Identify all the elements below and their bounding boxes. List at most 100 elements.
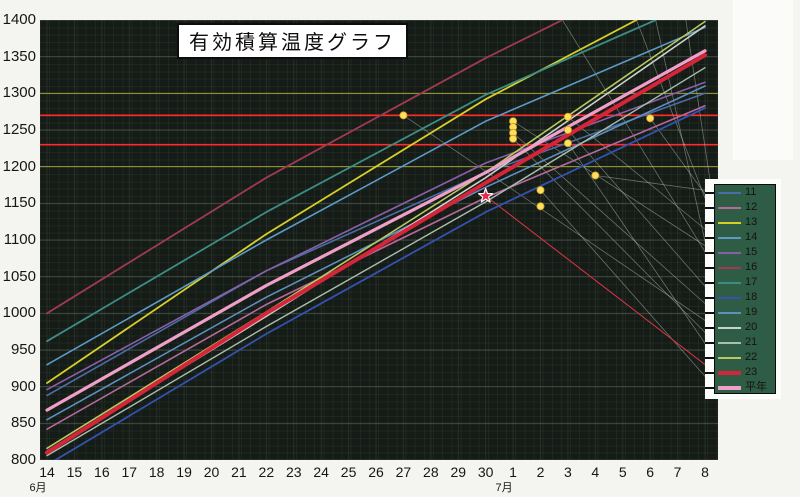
legend-color-sample: [718, 206, 741, 209]
legend-label: 20: [745, 321, 758, 333]
legend-label: 17: [745, 276, 758, 288]
legend-item-15: 15: [705, 245, 775, 260]
legend-label: 23: [745, 366, 758, 378]
legend-item-13: 13: [705, 215, 775, 230]
x-tick-label: 28: [423, 464, 439, 480]
data-point-dot: [399, 111, 408, 120]
x-tick-label: 5: [618, 464, 627, 480]
legend-item-18: 18: [705, 290, 775, 305]
legend-connector: [705, 251, 715, 254]
data-point-dot: [591, 171, 600, 180]
series-line-14: [46, 26, 706, 366]
y-tick-label: 1050: [2, 267, 36, 285]
y-tick-label: 1300: [2, 84, 36, 102]
legend-connector: [705, 356, 715, 359]
leader-line: [636, 20, 715, 222]
legend-color-sample: [718, 221, 741, 224]
leader-line: [595, 175, 715, 192]
legend-connector: [705, 311, 715, 314]
x-tick-label: 8: [701, 464, 709, 480]
y-tick-label: 1200: [2, 157, 36, 175]
legend-color-sample: [718, 251, 741, 254]
legend-color-sample: [718, 191, 741, 194]
y-tick-label: 900: [10, 377, 36, 395]
current-position-star: [477, 187, 494, 203]
legend-connector: [705, 296, 715, 299]
x-tick-label: 23: [285, 464, 302, 480]
series-line-21: [46, 67, 706, 457]
legend-connector: [705, 281, 715, 284]
legend-label: 19: [745, 306, 758, 318]
legend-label: 15: [745, 246, 758, 258]
series-line-23: [45, 53, 707, 455]
legend-color-sample: [718, 311, 741, 314]
legend-label: 11: [745, 186, 757, 198]
series-line-16: [46, 20, 564, 315]
x-tick-label: 22: [258, 464, 275, 480]
data-point-dot: [563, 112, 572, 121]
legend-color-sample: [718, 326, 741, 329]
series-line-平年: [45, 49, 707, 412]
series-line-15: [46, 81, 706, 391]
leader-line: [403, 115, 715, 327]
legend-label: 21: [745, 336, 758, 348]
x-tick-label: 21: [231, 464, 247, 480]
legend: 11 12 13 14 15 16 17 18 19 20 21 22 23 平年: [705, 184, 776, 395]
legend-item-23: 23: [705, 365, 775, 380]
legend-connector: [705, 326, 715, 329]
x-tick-label: 18: [148, 464, 165, 480]
legend-label: 16: [745, 261, 758, 273]
legend-item-11: 11: [705, 185, 775, 200]
x-tick-label: 19: [176, 464, 192, 480]
legend-item-12: 12: [705, 200, 775, 215]
legend-label: 平年: [745, 381, 767, 393]
series-line-18: [53, 107, 706, 460]
x-axis: 14 15 16 17 18 19 20 21 22 23 24 25 26 27 28 29 30 1 2 3 4 5 6…: [0, 460, 800, 497]
y-tick-label: 1100: [3, 231, 36, 248]
y-tick-label: 1400: [2, 11, 36, 28]
legend-connector: [705, 236, 715, 239]
leader-line: [649, 118, 715, 207]
leader-line: [567, 129, 715, 297]
y-tick-label: 1150: [3, 194, 36, 212]
x-month-label: 7月: [495, 482, 513, 494]
y-tick-label: 800: [10, 451, 36, 468]
x-tick-label: 15: [66, 464, 83, 480]
data-point-dot: [646, 114, 655, 123]
data-point-dot: [509, 134, 518, 143]
x-tick-label: 26: [368, 464, 384, 480]
x-tick-label: 16: [94, 464, 110, 480]
leader-line: [655, 20, 715, 282]
y-tick-label: 1000: [2, 304, 36, 322]
leader-line: [567, 142, 715, 357]
x-tick-label: 14: [39, 464, 55, 480]
x-tick-label: 17: [121, 464, 138, 480]
legend-item-19: 19: [705, 305, 775, 320]
leader-line: [512, 120, 715, 252]
scan-artifact: [733, 0, 793, 160]
x-tick-label: 20: [203, 464, 220, 480]
series-line-11: [46, 92, 706, 397]
y-axis: 1400 1350 1300 1250 1200 1150 1100 1050 1000 950 9…: [0, 0, 38, 497]
legend-color-sample: [718, 385, 741, 390]
y-tick-label: 1350: [2, 47, 36, 65]
legend-color-sample: [718, 296, 741, 299]
legend-label: 13: [745, 216, 758, 228]
legend-label: 12: [745, 201, 758, 213]
x-month-label: 6月: [29, 482, 47, 494]
data-point-dot: [563, 139, 572, 148]
x-tick-label: 2: [536, 464, 545, 480]
data-point-dot: [536, 186, 545, 195]
legend-item-21: 21: [705, 335, 775, 350]
legend-item-22: 22: [705, 350, 775, 365]
y-tick-label: 1250: [2, 121, 36, 138]
x-tick-label: 6: [646, 464, 655, 480]
x-tick-label: 29: [450, 464, 467, 480]
legend-item-平年: 平年: [705, 380, 775, 395]
series-line-13: [46, 20, 638, 384]
legend-color-sample: [718, 281, 741, 284]
legend-item-20: 20: [705, 320, 775, 335]
legend-connector: [705, 191, 715, 194]
data-point-dot: [563, 126, 572, 135]
